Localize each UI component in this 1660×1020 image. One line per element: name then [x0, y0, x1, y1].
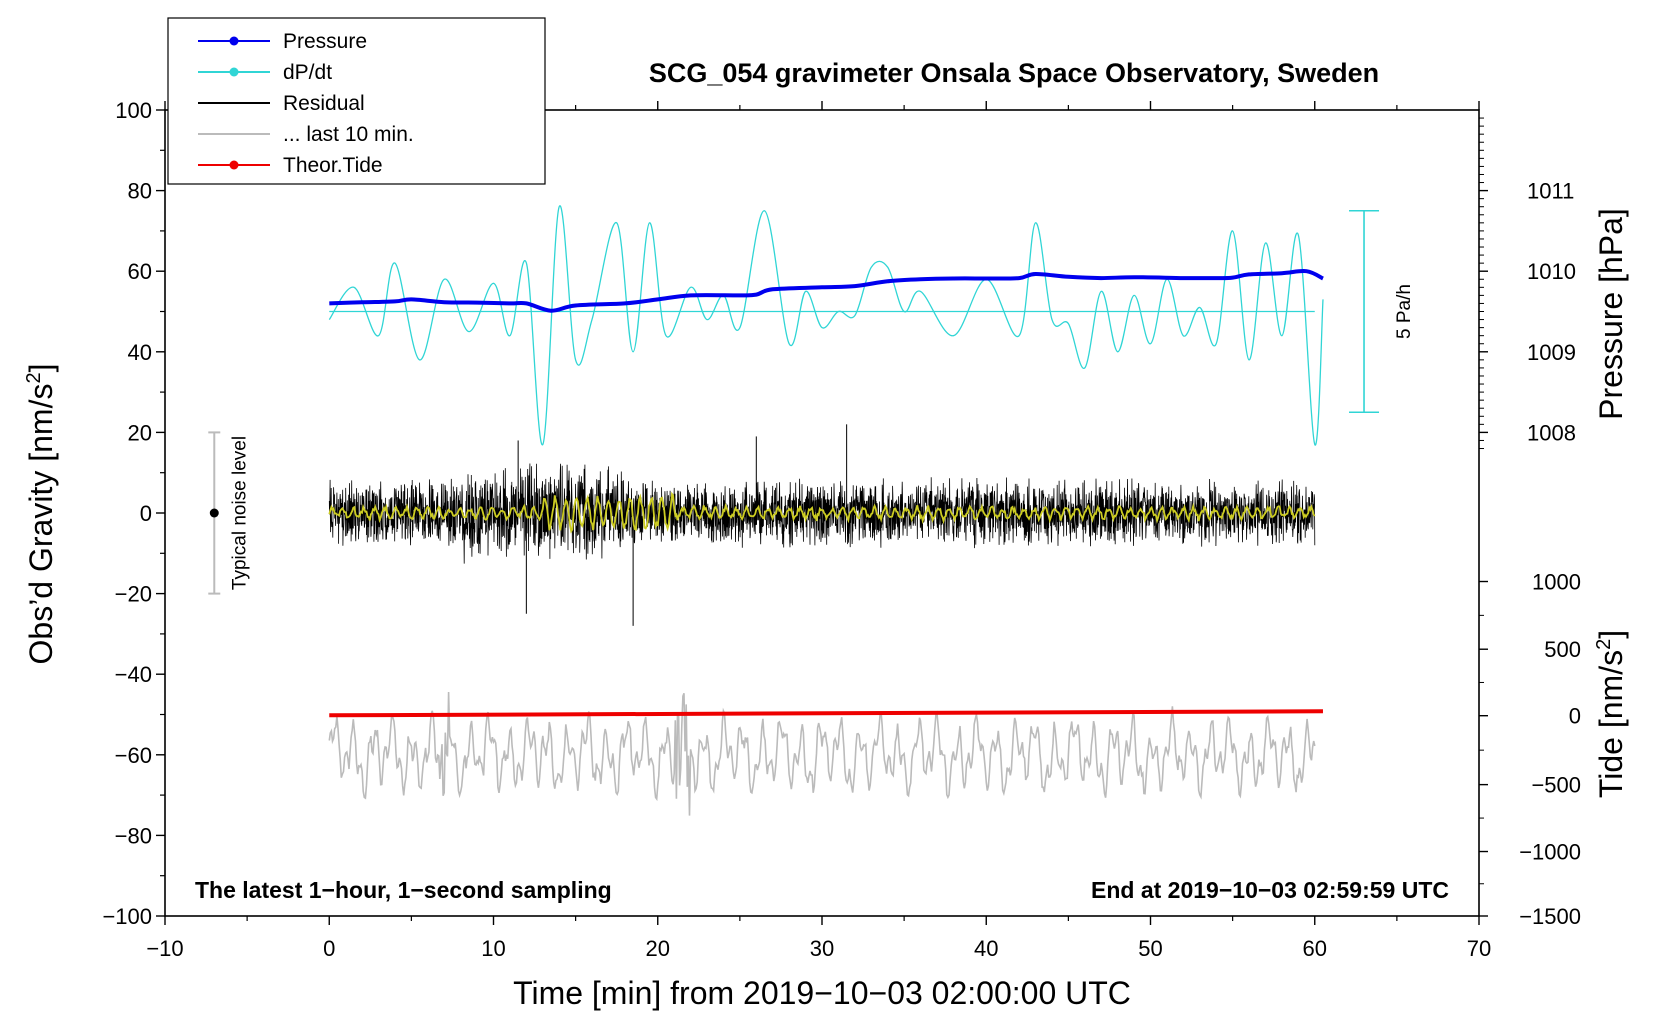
x-tick-label: 20 [646, 936, 670, 961]
y-tick-label: 60 [128, 259, 152, 284]
legend-label: Theor.Tide [283, 154, 383, 177]
y-axis-title-left-sup: 2 [23, 372, 45, 383]
noise-level-label: Typical noise level [229, 436, 250, 590]
legend-label: dP/dt [283, 61, 332, 84]
x-tick-label: 60 [1303, 936, 1327, 961]
series-theor-tide [329, 709, 1323, 718]
legend-marker [229, 67, 239, 77]
legend-items: Pressure dP/dt Residual ... last 10 min. The… [198, 30, 414, 177]
y-axis-title-tide-sup: 2 [1593, 639, 1615, 650]
legend-label: Pressure [283, 30, 367, 53]
y-tick-label: 80 [128, 179, 152, 204]
y-tick-label: 20 [128, 420, 152, 445]
x-tick-label: 40 [974, 936, 998, 961]
noise-level-indicator: Typical noise level [208, 431, 250, 595]
legend: Pressure dP/dt Residual ... last 10 min. The… [167, 17, 546, 185]
y-tick-label: −100 [102, 904, 152, 929]
y-tick-label: −60 [115, 743, 152, 768]
y-tick-label: −40 [115, 662, 152, 687]
y-axis-title-left: Obs’d Gravity [nm/s2] [23, 364, 59, 665]
tide-tick-label: 0 [1569, 704, 1581, 729]
chart-title: SCG_054 gravimeter Onsala Space Observat… [649, 58, 1379, 88]
x-tick-label: 70 [1467, 936, 1491, 961]
series-residual-smoothed [328, 491, 1316, 534]
series-layer [328, 205, 1324, 816]
pressure-tick-label: 1009 [1527, 340, 1576, 365]
y-tick-label: 40 [128, 340, 152, 365]
tide-tick-label: −1500 [1519, 904, 1581, 929]
legend-box [167, 17, 546, 185]
pressure-rate-indicator: 5 Pa/h [1349, 209, 1415, 414]
x-tick-label: 10 [481, 936, 505, 961]
noise-bar-dot [209, 508, 219, 518]
tide-tick-label: −500 [1531, 773, 1581, 798]
tide-tick-label: 1000 [1532, 570, 1581, 595]
series-last-10-min [328, 691, 1316, 816]
x-axis-title: Time [min] from 2019−10−03 02:00:00 UTC [513, 975, 1131, 1011]
y-axis-title-tide: Tide [nm/s2] [1593, 630, 1629, 798]
series-dpdt [328, 205, 1324, 446]
note-right: End at 2019−10−03 02:59:59 UTC [1091, 877, 1449, 903]
y-tick-label: −80 [115, 823, 152, 848]
legend-label: Residual [283, 92, 365, 115]
note-left: The latest 1−hour, 1−second sampling [195, 877, 612, 903]
y-axis-title-tide-close: ] [1593, 630, 1629, 639]
x-tick-label: 50 [1138, 936, 1162, 961]
y-tick-label: 0 [140, 501, 152, 526]
x-tick-label: 0 [323, 936, 335, 961]
pressure-tick-label: 1011 [1527, 179, 1574, 204]
y-axis-title-tide-text: Tide [nm/s [1593, 650, 1629, 798]
y-axis-title-left-close: ] [23, 364, 59, 373]
series-pressure [329, 269, 1324, 313]
axis-ticks: −10 0 10 20 30 40 50 60 70−100−80−60−40−20020406… [102, 98, 1581, 961]
legend-marker [229, 160, 239, 170]
tide-tick-label: −1000 [1519, 840, 1581, 865]
y-axis-title-pressure: Pressure [hPa] [1593, 208, 1629, 420]
y-tick-label: −20 [115, 582, 152, 607]
legend-label: ... last 10 min. [283, 123, 414, 146]
pressure-tick-label: 1008 [1527, 420, 1576, 445]
legend-marker [229, 36, 239, 46]
series-residual [328, 463, 1316, 564]
x-tick-label: −10 [146, 936, 183, 961]
y-axis-title-left-text: Obs’d Gravity [nm/s [23, 384, 59, 665]
x-tick-label: 30 [810, 936, 834, 961]
tide-tick-label: 500 [1544, 637, 1581, 662]
y-tick-label: 100 [115, 98, 152, 123]
pressure-tick-label: 1010 [1527, 259, 1576, 284]
rate-bar-label: 5 Pa/h [1394, 284, 1415, 339]
